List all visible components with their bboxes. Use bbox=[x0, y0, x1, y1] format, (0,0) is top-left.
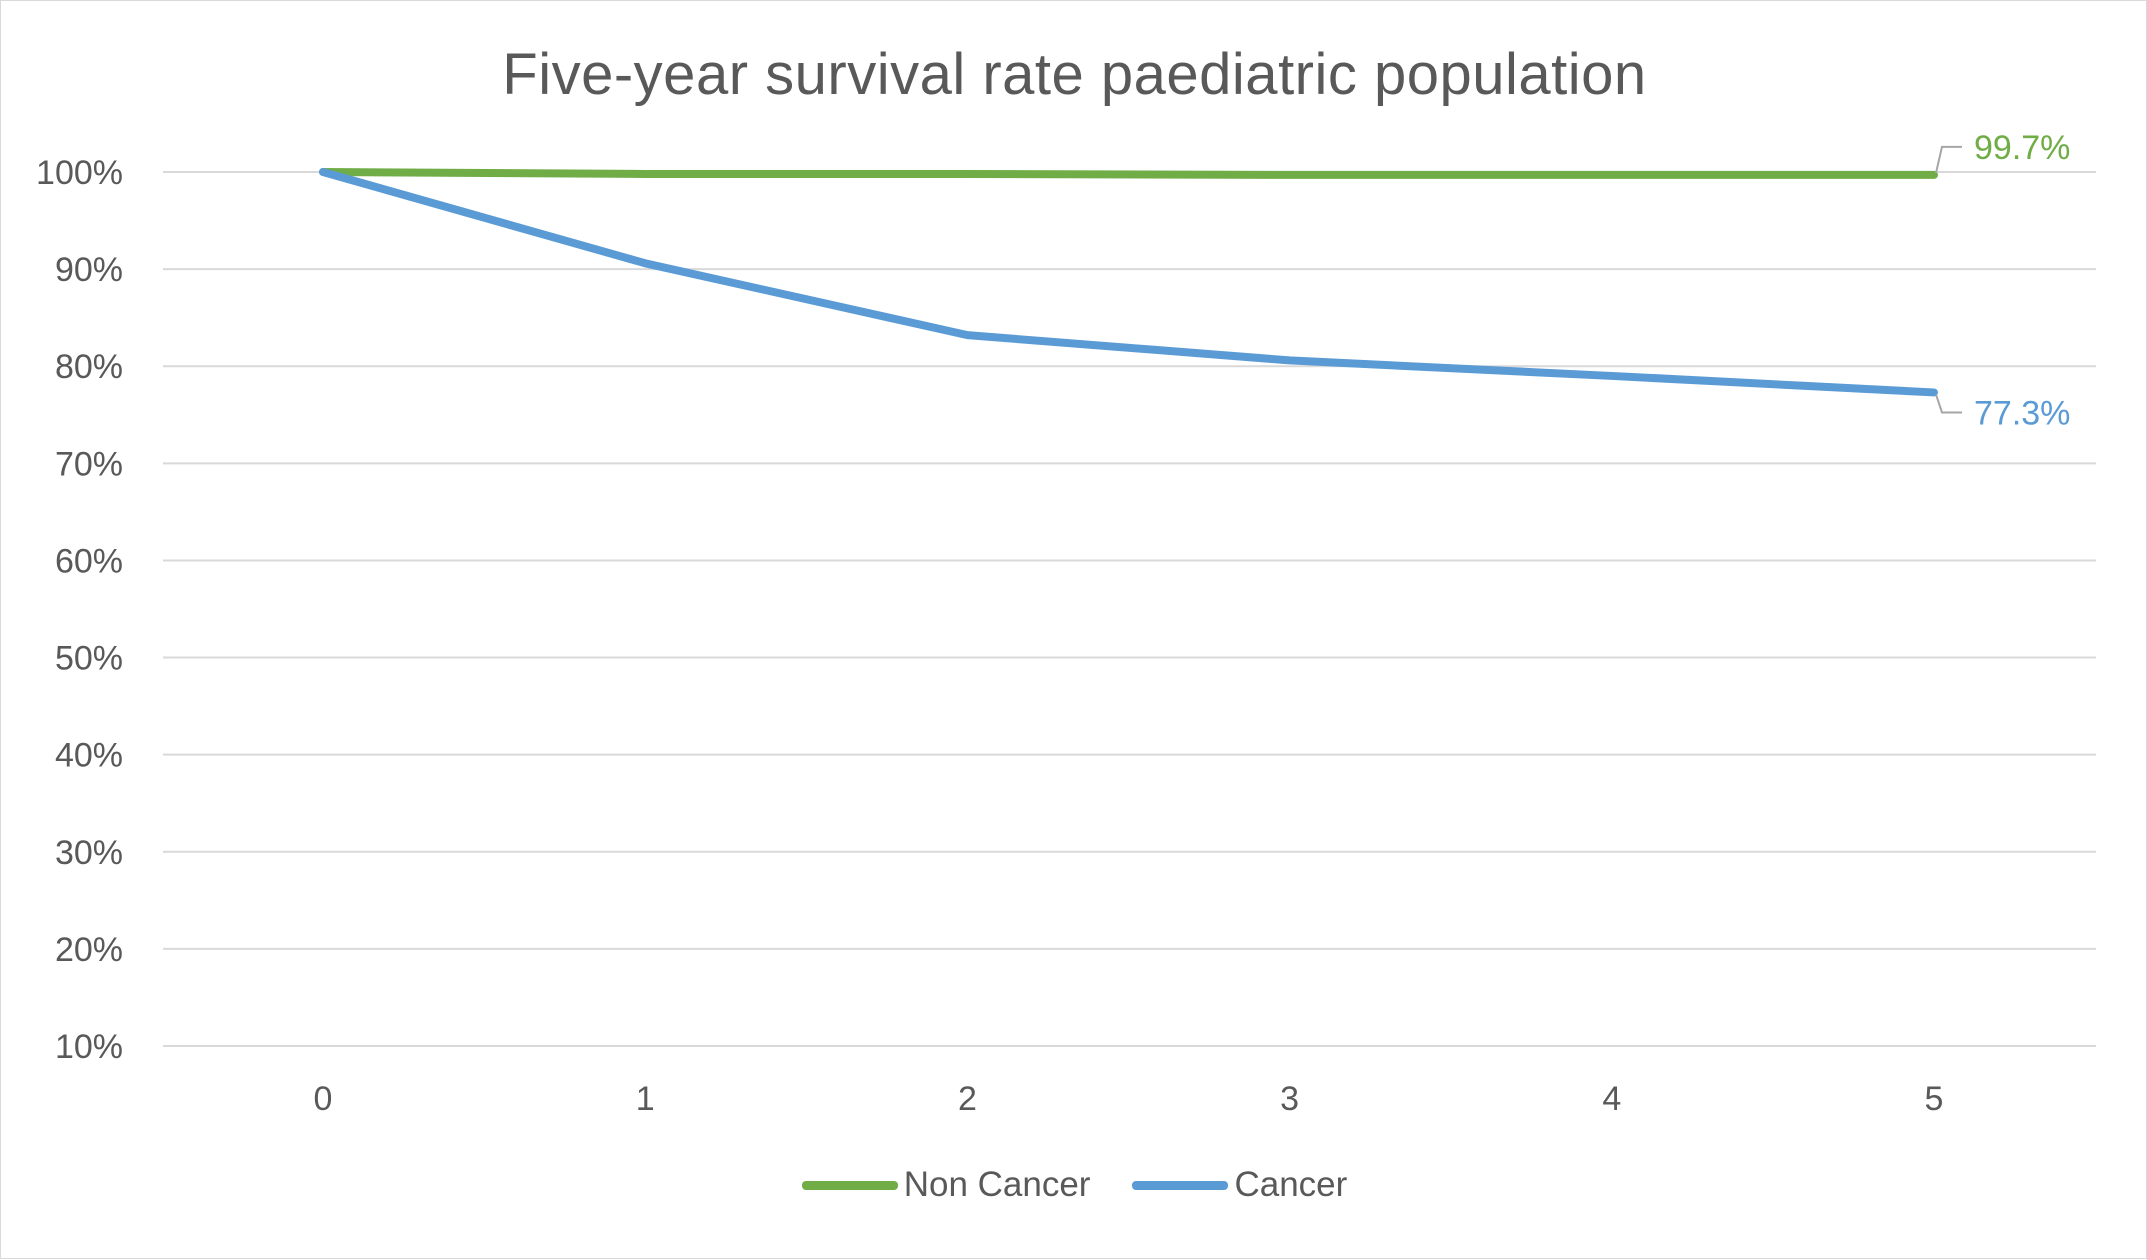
x-tick-label: 4 bbox=[1602, 1080, 1621, 1118]
legend-item-cancer[interactable]: Cancer bbox=[1132, 1165, 1347, 1205]
y-axis-ticks: 10% 20% 30% 40% 50% 60% 70% 80% 90% 100% bbox=[36, 154, 123, 1066]
legend-label-non-cancer: Non Cancer bbox=[903, 1165, 1091, 1204]
x-tick-label: 1 bbox=[636, 1080, 655, 1118]
legend-swatch-cancer bbox=[1132, 1180, 1229, 1190]
chart-title: Five-year survival rate paediatric popul… bbox=[502, 42, 1647, 107]
x-axis-ticks: 0 1 2 3 4 5 bbox=[314, 1080, 1944, 1118]
x-tick-label: 0 bbox=[314, 1080, 333, 1118]
data-label-leader bbox=[1935, 145, 1962, 174]
x-tick-label: 3 bbox=[1280, 1080, 1299, 1118]
legend-item-non-cancer[interactable]: Non Cancer bbox=[801, 1165, 1091, 1205]
y-tick-label: 40% bbox=[55, 737, 123, 775]
y-tick-label: 90% bbox=[55, 251, 123, 289]
x-tick-label: 2 bbox=[958, 1080, 977, 1118]
data-label-cancer: 77.3% bbox=[1974, 394, 2070, 432]
series-lines bbox=[319, 168, 1938, 397]
data-label-leader bbox=[1935, 394, 1962, 414]
y-tick-label: 30% bbox=[55, 834, 123, 872]
legend-label-cancer: Cancer bbox=[1234, 1165, 1348, 1204]
y-tick-label: 80% bbox=[55, 348, 123, 386]
data-labels: 99.7% 77.3% bbox=[1935, 129, 2070, 432]
y-tick-label: 10% bbox=[55, 1028, 123, 1066]
series-line-cancer bbox=[319, 168, 1938, 397]
y-tick-label: 100% bbox=[36, 154, 123, 192]
gridlines bbox=[163, 171, 2096, 1047]
series-line-non-cancer bbox=[319, 168, 1938, 179]
y-tick-label: 70% bbox=[55, 445, 123, 483]
y-tick-label: 60% bbox=[55, 542, 123, 580]
legend: Non Cancer Cancer bbox=[1, 1165, 2147, 1205]
y-tick-label: 50% bbox=[55, 640, 123, 678]
y-tick-label: 20% bbox=[55, 931, 123, 969]
legend-swatch-non-cancer bbox=[801, 1180, 898, 1190]
data-label-non-cancer: 99.7% bbox=[1974, 129, 2070, 167]
x-tick-label: 5 bbox=[1925, 1080, 1944, 1118]
